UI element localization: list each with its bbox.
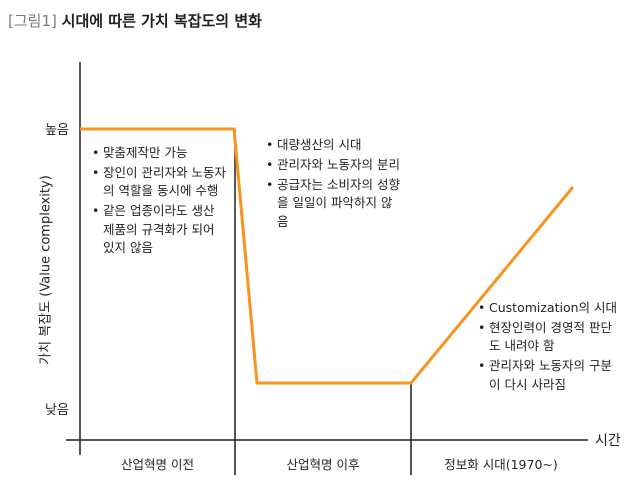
list-item: 관리자와 노동자의 분리 xyxy=(266,156,402,174)
era-label-information-age: 정보화 시대(1970~) xyxy=(444,457,558,472)
list-item: 맞춤제작만 가능 xyxy=(92,144,228,162)
list-item: 현장인력이 경영적 판단도 내려야 함 xyxy=(478,319,622,355)
y-axis-low-label: 낮음 xyxy=(45,403,69,418)
notes-information-age: Customization의 시대 현장인력이 경영적 판단도 내려야 함 관리… xyxy=(478,299,622,396)
figure-title-text: 시대에 따른 가치 복잡도의 변화 xyxy=(61,12,262,30)
notes-pre-industrial: 맞춤제작만 가능 장인이 관리자와 노동자의 역할을 동시에 수행 같은 업종이… xyxy=(92,144,228,259)
list-item: 관리자와 노동자의 구분이 다시 사라짐 xyxy=(478,357,622,393)
y-axis-high-label: 높음 xyxy=(45,123,69,138)
notes-post-industrial: 대량생산의 시대 관리자와 노동자의 분리 공급자는 소비자의 성향을 일일이 … xyxy=(266,136,402,233)
complexity-trend-line xyxy=(80,127,575,385)
list-item: 같은 업종이라도 생산 제품의 규격화가 되어 있지 않음 xyxy=(92,202,228,256)
era-label-post-industrial: 산업혁명 이후 xyxy=(286,457,360,472)
list-item: 대량생산의 시대 xyxy=(266,136,402,154)
list-item: Customization의 시대 xyxy=(478,299,622,317)
x-axis-label: 시간 xyxy=(595,433,621,449)
list-item: 공급자는 소비자의 성향을 일일이 파악하지 않음 xyxy=(266,176,402,230)
figure-title: [그림1] 시대에 따른 가치 복잡도의 변화 xyxy=(8,10,262,31)
list-item: 장인이 관리자와 노동자의 역할을 동시에 수행 xyxy=(92,164,228,200)
era-label-pre-industrial: 산업혁명 이전 xyxy=(121,457,194,472)
figure-number: [그림1] xyxy=(8,12,57,30)
y-axis-label: 가치 복잡도 (Value complexity) xyxy=(38,175,54,365)
